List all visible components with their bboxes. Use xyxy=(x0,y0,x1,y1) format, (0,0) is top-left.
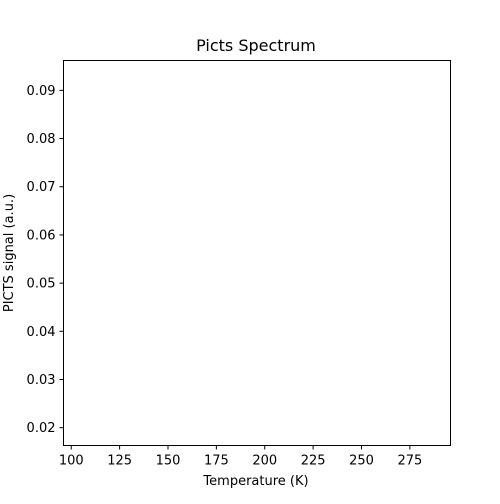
chart-title: Picts Spectrum xyxy=(196,36,316,55)
y-tick-label: 0.04 xyxy=(27,325,56,340)
y-axis-label: PICTS signal (a.u.) xyxy=(2,194,17,312)
x-axis-label: Temperature (K) xyxy=(202,474,308,489)
plot-area xyxy=(63,60,451,446)
y-tick-label: 0.02 xyxy=(27,421,56,436)
x-tick-label: 125 xyxy=(107,454,132,469)
x-tick-label: 250 xyxy=(349,454,374,469)
x-axis-ticks: 100 125 150 175 200 225 250 275 xyxy=(59,445,422,469)
y-tick-label: 0.08 xyxy=(27,132,56,147)
x-tick-label: 100 xyxy=(59,454,84,469)
x-tick-label: 200 xyxy=(252,454,277,469)
y-tick-label: 0.06 xyxy=(27,228,56,243)
y-axis-ticks: 0.02 0.03 0.04 0.05 0.06 0.07 0.08 0.09 xyxy=(27,84,64,436)
x-tick-label: 150 xyxy=(156,454,181,469)
y-tick-label: 0.09 xyxy=(27,84,56,99)
x-tick-label: 175 xyxy=(204,454,229,469)
y-tick-label: 0.03 xyxy=(27,373,56,388)
x-tick-label: 225 xyxy=(301,454,326,469)
x-tick-label: 275 xyxy=(397,454,422,469)
y-tick-label: 0.05 xyxy=(27,277,56,292)
y-tick-label: 0.07 xyxy=(27,180,56,195)
